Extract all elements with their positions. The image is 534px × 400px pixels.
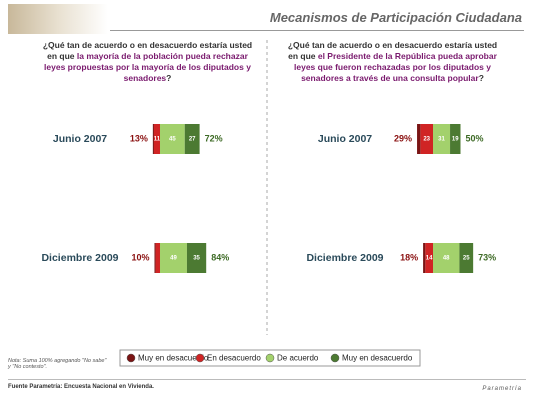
agree-total: 50% (466, 133, 484, 143)
bar-segment (423, 243, 426, 273)
bar-segment (152, 124, 154, 154)
bar-value-label: 11 (154, 137, 161, 143)
question-text: ? (478, 73, 484, 83)
agree-total: 72% (205, 133, 223, 143)
disagree-total: 10% (131, 252, 149, 262)
bar-value-label: 25 (463, 256, 470, 262)
bar-value-label: 27 (189, 137, 196, 143)
bar-segment (433, 124, 451, 154)
bar-segment (425, 243, 433, 273)
category-label: Junio 2007 (53, 133, 107, 145)
bar-segment (155, 243, 160, 273)
legend-swatch (330, 353, 340, 363)
bar-segment (420, 124, 433, 154)
question-text: ? (166, 73, 172, 83)
bar-value-label: 14 (426, 256, 433, 262)
bar-value-label: 45 (169, 137, 176, 143)
category-label: Diciembre 2009 (306, 252, 383, 264)
disagree-total: 29% (394, 133, 412, 143)
question-highlight: el Presidente de la República pueda apro… (294, 51, 497, 83)
bar-segment (417, 124, 421, 154)
legend-swatch (195, 353, 205, 363)
header-title: Mecanismos de Participación Ciudadana (269, 10, 522, 25)
agree-total: 84% (211, 252, 229, 262)
bar-segment (433, 243, 460, 273)
disagree-total: 13% (130, 133, 148, 143)
question-text: ¿Qué tan de acuerdo o en desacuerdo esta… (287, 40, 498, 61)
category-label: Diciembre 2009 (41, 252, 118, 264)
logo: Parametría (482, 386, 522, 392)
header-image (8, 4, 108, 34)
category-label: Junio 2007 (318, 133, 372, 145)
bar-segment (459, 243, 474, 273)
bar-value-label: 23 (423, 137, 430, 143)
legend-swatch (265, 353, 275, 363)
question: ¿Qué tan de acuerdo o en desacuerdo esta… (285, 40, 500, 84)
legend-label: Muy en desacuerdo (342, 354, 413, 363)
question: ¿Qué tan de acuerdo o en desacuerdo esta… (40, 40, 255, 84)
bar-value-label: 35 (193, 256, 200, 262)
header-rule (110, 30, 524, 31)
disagree-total: 18% (400, 252, 418, 262)
legend-label: Muy en desacuerdo (138, 354, 209, 363)
bar-segment (160, 124, 185, 154)
note: Nota: Suma 100% agregando "No sabe" y "N… (8, 358, 107, 370)
source: Fuente Parametría: Encuesta Nacional en … (8, 384, 154, 390)
question-text: ¿Qué tan de acuerdo o en desacuerdo esta… (42, 40, 253, 61)
bar-segment (184, 124, 200, 154)
legend-label: En desacuerdo (207, 354, 261, 363)
bar-value-label: 49 (170, 256, 177, 262)
footer-rule (8, 379, 526, 380)
question-highlight: la mayoría de la población pueda rechaza… (44, 51, 251, 83)
bar-segment (186, 243, 207, 273)
legend-label: De acuerdo (277, 354, 319, 363)
agree-total: 73% (478, 252, 496, 262)
legend-swatch (126, 353, 136, 363)
bar-segment (154, 243, 156, 273)
bar-segment (153, 124, 160, 154)
bar-value-label: 19 (452, 137, 459, 143)
bar-value-label: 31 (438, 137, 445, 143)
bar-value-label: 48 (443, 256, 450, 262)
bar-segment (160, 243, 187, 273)
bar-segment (450, 124, 461, 154)
